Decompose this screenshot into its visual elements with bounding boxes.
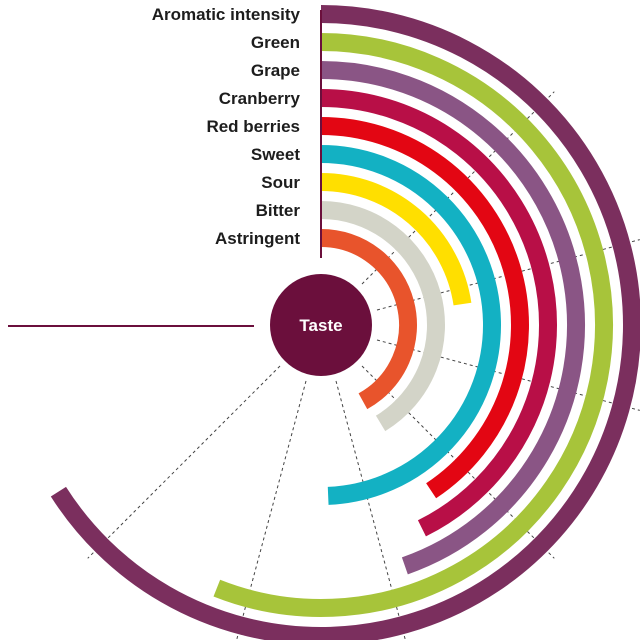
arc-sour bbox=[320, 173, 472, 306]
center-circle bbox=[270, 274, 372, 376]
label-cranberry: Cranberry bbox=[219, 89, 301, 108]
arc-grape bbox=[320, 61, 585, 575]
label-sour: Sour bbox=[261, 173, 300, 192]
arc-bitter bbox=[320, 201, 445, 432]
guide-line bbox=[87, 365, 281, 559]
label-sweet: Sweet bbox=[251, 145, 300, 164]
label-aromatic-intensity: Aromatic intensity bbox=[152, 5, 301, 24]
label-astringent: Astringent bbox=[215, 229, 300, 248]
label-grape: Grape bbox=[251, 61, 300, 80]
attribute-labels: Aromatic intensity Green Grape Cranberry Red… bbox=[152, 5, 301, 248]
arc-red-berries bbox=[320, 117, 529, 499]
arc-sweet bbox=[320, 145, 501, 505]
center-label: Taste bbox=[299, 316, 342, 335]
arc-aromatic-intensity bbox=[50, 5, 640, 640]
arc-green bbox=[213, 33, 613, 617]
arc-astringent bbox=[320, 229, 417, 410]
arc-cranberry bbox=[320, 89, 557, 537]
label-red-berries: Red berries bbox=[206, 117, 300, 136]
label-green: Green bbox=[251, 33, 300, 52]
arc-bars bbox=[50, 5, 640, 640]
label-bitter: Bitter bbox=[256, 201, 301, 220]
